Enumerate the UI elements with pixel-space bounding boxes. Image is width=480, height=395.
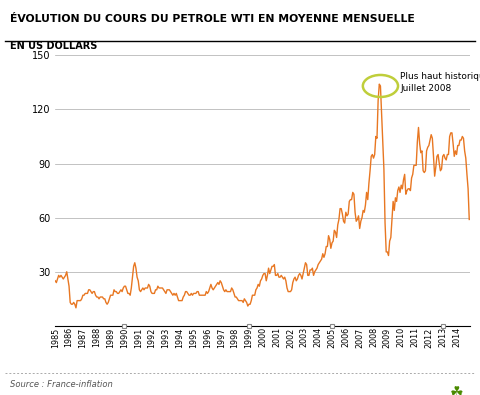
Text: ÉVOLUTION DU COURS DU PETROLE WTI EN MOYENNE MENSUELLE: ÉVOLUTION DU COURS DU PETROLE WTI EN MOY… — [10, 14, 414, 24]
Text: EN US DOLLARS: EN US DOLLARS — [10, 41, 97, 51]
Text: Source : France-inflation: Source : France-inflation — [10, 380, 112, 389]
Text: ☘: ☘ — [450, 385, 463, 395]
Text: Plus haut historique
Juillet 2008: Plus haut historique Juillet 2008 — [400, 72, 480, 93]
